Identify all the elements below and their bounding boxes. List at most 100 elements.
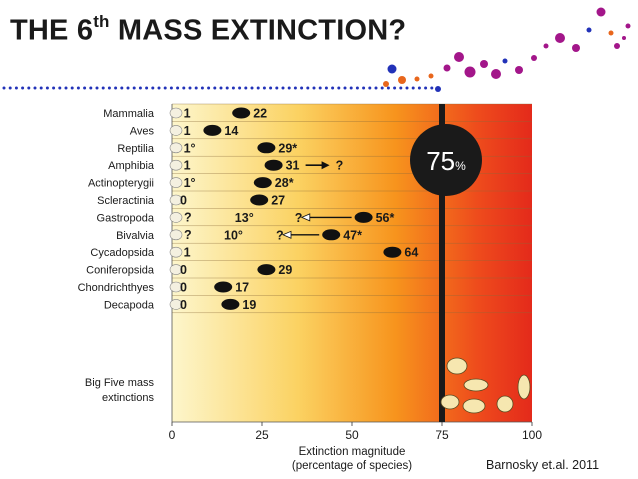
arrow-head: [282, 230, 292, 239]
dotted-line-dot: [213, 86, 217, 90]
historic-value-label: 1: [184, 107, 191, 121]
dotted-line-dot: [393, 86, 397, 90]
tick-label: 75: [435, 428, 449, 442]
fossil-icon: [462, 398, 486, 414]
category-labels: Mammalia Aves Reptilia Amphibia Actinopteryg…: [78, 108, 155, 311]
dotted-line-dot: [343, 86, 347, 90]
dotted-line-dot: [58, 86, 62, 90]
fossil-icon: [496, 395, 514, 413]
current-value-label: 22: [253, 107, 267, 121]
current-value-label: 64: [404, 246, 418, 260]
badge-unit: %: [455, 159, 466, 173]
dotted-line-dot: [207, 86, 211, 90]
dotted-line-dot: [14, 86, 18, 90]
decorative-dot: [531, 55, 537, 61]
dotted-line-dot: [337, 86, 341, 90]
species-silhouette-icon: [221, 298, 240, 310]
species-silhouette-icon: [322, 229, 341, 241]
dotted-line-dot: [424, 86, 428, 90]
badge-text: 75%: [426, 146, 466, 176]
title-superscript: th: [93, 12, 110, 31]
species-silhouette-icon: [250, 194, 269, 206]
dotted-line-dot: [27, 86, 31, 90]
current-value-label: 14: [224, 124, 238, 138]
category-label: Mammalia: [103, 108, 155, 120]
current-value-label: 56*: [376, 211, 395, 225]
fossil-icon: [517, 374, 531, 400]
species-silhouette-icon: [169, 107, 183, 119]
category-label: Decapoda: [104, 299, 155, 311]
species-silhouette-icon: [257, 142, 276, 154]
category-label: Actinopterygii: [88, 178, 154, 190]
fossil-icon: [446, 357, 468, 375]
species-silhouette-icon: [169, 299, 183, 310]
decorative-dot: [596, 7, 606, 17]
decorative-dot: [435, 86, 441, 92]
historic-value-label: 1: [184, 124, 191, 138]
decorative-dot: [398, 76, 406, 84]
dotted-line-dot: [194, 86, 198, 90]
decorative-dot: [502, 58, 508, 64]
species-silhouette-icon: [169, 281, 183, 293]
percent-badge: 75%: [410, 124, 482, 196]
species-silhouette-icon: [203, 124, 222, 136]
dotted-line-dot: [176, 86, 180, 90]
current-value-label: 28*: [275, 176, 294, 190]
dotted-line-dot: [331, 86, 335, 90]
tick-label: 50: [345, 428, 359, 442]
dotted-line-dot: [52, 86, 56, 90]
dotted-line-dot: [120, 86, 124, 90]
dotted-line-dot: [126, 86, 130, 90]
arrow-head: [300, 213, 311, 222]
dotted-line-dot: [417, 86, 421, 90]
historic-value-label: 1: [184, 246, 191, 260]
dotted-line-dot: [368, 86, 372, 90]
species-silhouette-icon: [169, 229, 183, 241]
dotted-line-dot: [83, 86, 87, 90]
historic-value-label: 13°: [235, 211, 254, 225]
dotted-line-dot: [231, 86, 235, 90]
dotted-line-dot: [89, 86, 93, 90]
historic-value-label: 1°: [184, 176, 196, 190]
dotted-line-dot: [8, 86, 12, 90]
category-label: Aves: [130, 125, 155, 137]
arrow-label: ?: [295, 211, 303, 225]
decorative-dot: [515, 66, 523, 74]
dotted-line-dot: [39, 86, 43, 90]
decorative-dot: [414, 76, 420, 82]
species-silhouette-icon: [232, 107, 251, 119]
historic-value-label: 1°: [184, 141, 196, 155]
species-silhouette-icon: [169, 159, 183, 171]
dotted-line-dot: [324, 86, 328, 90]
species-silhouette-icon: [253, 177, 272, 189]
dotted-line-dot: [275, 86, 279, 90]
dotted-line-dot: [306, 86, 310, 90]
dotted-line-dot: [2, 86, 6, 90]
species-silhouette-icon: [214, 281, 233, 293]
category-label: Reptilia: [117, 143, 155, 155]
dotted-line-dot: [157, 86, 161, 90]
dotted-line-dot: [244, 86, 248, 90]
dotted-line-dot: [33, 86, 37, 90]
dotted-line-dot: [70, 86, 74, 90]
dotted-line-dot: [269, 86, 273, 90]
current-value-label: 31: [286, 159, 300, 173]
summary-label-line2: extinctions: [102, 392, 154, 404]
tick-label: 100: [522, 428, 542, 442]
fossil-icon: [440, 394, 460, 410]
dotted-line-dot: [355, 86, 359, 90]
species-silhouette-icon: [169, 142, 183, 154]
fossil-icon: [463, 378, 489, 392]
dotted-line-dot: [380, 86, 384, 90]
category-label: Coniferopsida: [86, 265, 155, 277]
category-label: Cycadopsida: [90, 247, 154, 259]
dotted-line-dot: [219, 86, 223, 90]
data-marks: 1 22 1 14 1° 29* 1 31 1° 28* 0 27? 13° 56*? 10° 47* 1 64 0…: [169, 107, 418, 312]
dotted-line-dot: [76, 86, 80, 90]
dotted-line-dot: [64, 86, 68, 90]
category-label: Gastropoda: [97, 212, 155, 224]
x-axis-label-line1: Extinction magnitude: [299, 446, 406, 458]
arrow-head: [321, 161, 330, 170]
badge-circle: [410, 124, 482, 196]
decorative-dot: [608, 30, 614, 36]
